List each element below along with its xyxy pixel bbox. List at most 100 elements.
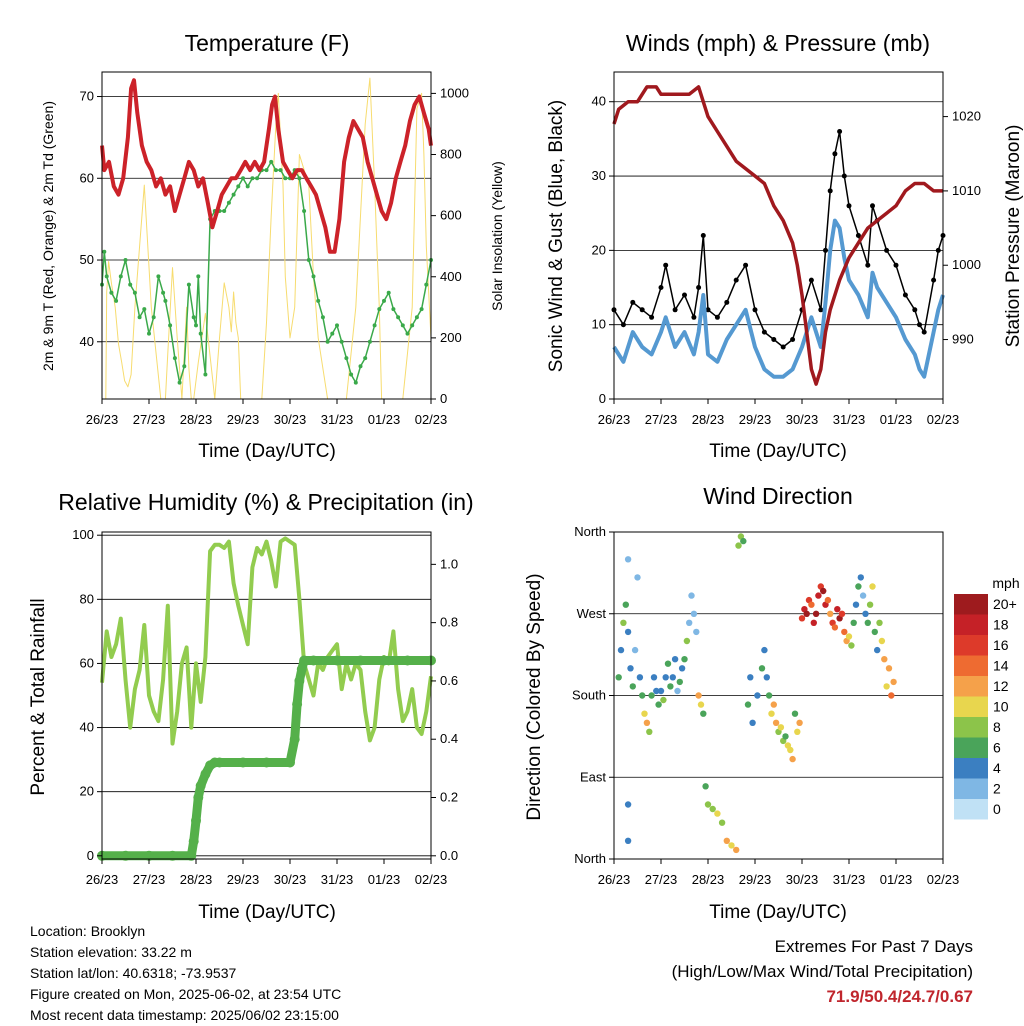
y-tick-label: 100 xyxy=(72,527,94,542)
rh-series xyxy=(100,536,433,746)
data-point xyxy=(191,815,201,826)
direction-point xyxy=(671,656,679,663)
series-line xyxy=(100,78,433,254)
data-point xyxy=(114,298,119,303)
direction-point xyxy=(848,642,855,649)
data-point xyxy=(128,282,133,287)
direction-point xyxy=(655,701,662,708)
data-point xyxy=(151,315,156,320)
direction-point xyxy=(674,687,681,695)
data-point xyxy=(132,290,137,295)
colorbar-swatch xyxy=(954,676,988,697)
y-tick-label: 60 xyxy=(80,170,94,185)
colorbar-label: 8 xyxy=(993,719,1001,735)
direction-point xyxy=(770,701,777,708)
y-tick-label: 10 xyxy=(592,317,606,332)
data-point xyxy=(264,168,269,173)
data-point xyxy=(299,655,310,666)
y2-tick-label: 600 xyxy=(440,208,462,223)
data-point xyxy=(349,372,354,377)
direction-point xyxy=(648,692,655,699)
humidity-title: Relative Humidity (%) & Precipitation (i… xyxy=(58,489,473,515)
data-point xyxy=(203,372,208,377)
direction-panel: Wind Direction North East South West North 2… xyxy=(524,483,1020,923)
direction-point xyxy=(798,615,806,622)
x-tick-label: 29/23 xyxy=(227,412,260,427)
y2-tick-label: 0.2 xyxy=(440,790,458,805)
data-point xyxy=(156,274,161,279)
data-point xyxy=(386,290,391,295)
data-point xyxy=(296,664,307,675)
data-point xyxy=(344,356,349,361)
direction-point xyxy=(791,710,799,717)
data-point xyxy=(137,315,142,320)
direction-ylabel: Direction (Colored By Speed) xyxy=(524,573,545,820)
direction-point xyxy=(653,687,660,695)
x-tick-label: 01/23 xyxy=(368,872,401,887)
y-tick-label: 30 xyxy=(592,168,606,183)
data-point xyxy=(193,792,204,803)
x-tick-label: 28/23 xyxy=(180,412,213,427)
temperature-left-ticks: 40 50 60 70 xyxy=(80,89,102,349)
data-point xyxy=(198,331,203,336)
direction-point xyxy=(855,583,862,590)
pressure-series xyxy=(612,85,943,386)
direction-xlabel: Time (Day/UTC) xyxy=(709,902,847,923)
speed-colorbar: mph 20+ 18 16 14 12 10 8 6 4 2 0 xyxy=(954,575,1020,820)
direction-point xyxy=(754,692,761,699)
data-point xyxy=(120,850,131,861)
colorbar-swatch xyxy=(954,696,988,717)
x-tick-label: 31/23 xyxy=(321,412,354,427)
x-tick-label: 26/23 xyxy=(86,412,119,427)
colorbar-title: mph xyxy=(992,575,1019,591)
data-point xyxy=(241,176,245,181)
direction-point xyxy=(681,656,688,663)
data-point xyxy=(196,274,201,279)
data-point xyxy=(177,380,182,385)
data-point xyxy=(382,298,386,303)
direction-point xyxy=(845,633,853,640)
temperature-right-ticks: 0 200 400 600 800 1000 xyxy=(431,85,469,406)
y2-tick-label: 1000 xyxy=(440,85,469,100)
y2-tick-label: 0.4 xyxy=(440,731,458,746)
direction-point xyxy=(768,710,775,717)
direction-point xyxy=(643,719,651,726)
data-point xyxy=(102,249,107,254)
data-point xyxy=(339,339,344,344)
y-tick-label: South xyxy=(572,688,606,703)
x-tick-label: 31/23 xyxy=(833,412,866,427)
x-tick-label: 30/23 xyxy=(274,412,307,427)
colorbar-swatch xyxy=(954,655,988,676)
temperature-ylabel: 2m & 9m T (Red, Orange) & 2m Td (Green) xyxy=(40,101,56,371)
y2-tick-label: 990 xyxy=(952,332,974,347)
series-line xyxy=(101,161,432,384)
data-point xyxy=(400,323,405,328)
humidity-gridlines xyxy=(102,534,431,857)
data-point xyxy=(238,757,248,768)
data-point xyxy=(325,339,330,344)
y-tick-label: East xyxy=(580,769,606,784)
x-tick-label: 26/23 xyxy=(86,872,119,887)
direction-point xyxy=(660,696,667,704)
x-tick-label: 02/23 xyxy=(415,412,448,427)
data-point xyxy=(194,323,198,328)
direction-point xyxy=(876,619,883,626)
data-point xyxy=(311,274,316,279)
data-point xyxy=(330,331,335,336)
data-point xyxy=(118,274,123,279)
y2-tick-label: 0.8 xyxy=(440,615,458,630)
direction-point xyxy=(624,628,632,636)
direction-x-ticks: 26/23 27/23 28/23 29/23 30/23 31/23 01/23 02/23 xyxy=(598,859,959,887)
direction-point xyxy=(615,674,622,681)
x-tick-label: 30/23 xyxy=(786,872,819,887)
direction-point xyxy=(688,592,695,599)
x-tick-label: 27/23 xyxy=(645,412,678,427)
data-point xyxy=(379,655,389,666)
data-point xyxy=(195,780,206,791)
temperature-series xyxy=(100,78,433,254)
winds-x-ticks: 26/23 27/23 28/23 29/23 30/23 31/23 01/23 02/23 xyxy=(598,399,959,427)
direction-point xyxy=(838,610,846,617)
direction-point xyxy=(683,637,691,645)
direction-point xyxy=(831,624,839,631)
direction-point xyxy=(728,842,735,849)
